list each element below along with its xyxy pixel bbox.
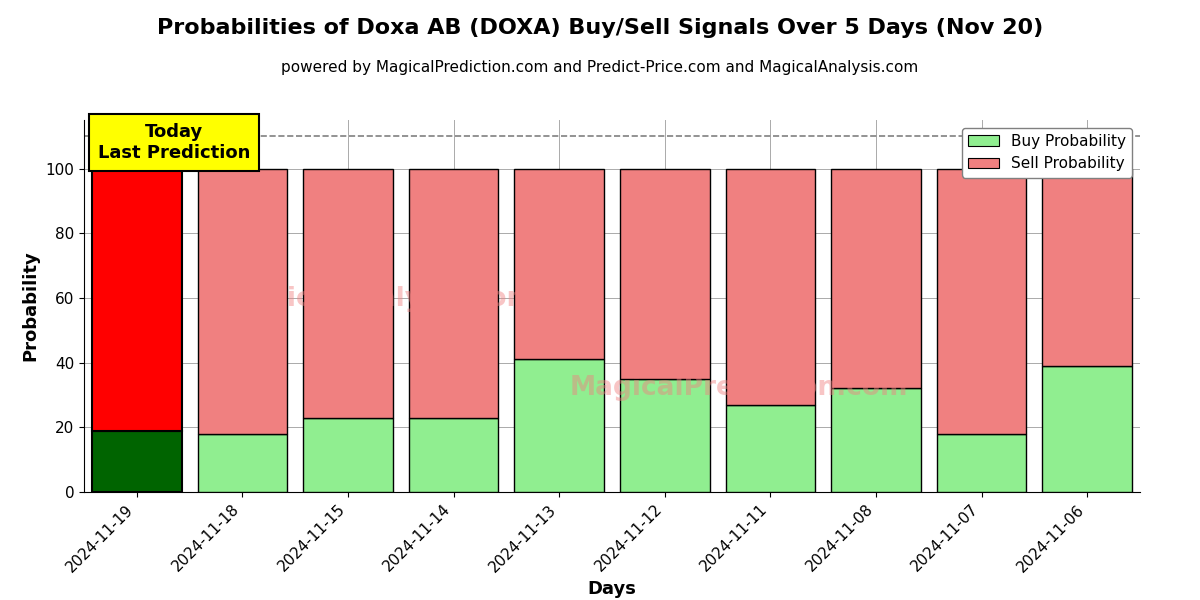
Bar	[726, 404, 815, 492]
Bar	[304, 418, 392, 492]
Bar	[515, 169, 604, 359]
Legend: Buy Probability, Sell Probability: Buy Probability, Sell Probability	[962, 128, 1133, 178]
Bar	[515, 359, 604, 492]
Text: MagicalPrediction.com: MagicalPrediction.com	[570, 375, 908, 401]
Bar	[409, 418, 498, 492]
Text: Probabilities of Doxa AB (DOXA) Buy/Sell Signals Over 5 Days (Nov 20): Probabilities of Doxa AB (DOXA) Buy/Sell…	[157, 18, 1043, 38]
X-axis label: Days: Days	[588, 580, 636, 598]
Bar	[198, 434, 287, 492]
Bar	[198, 169, 287, 434]
Bar	[832, 388, 920, 492]
Text: powered by MagicalPrediction.com and Predict-Price.com and MagicalAnalysis.com: powered by MagicalPrediction.com and Pre…	[281, 60, 919, 75]
Text: Today
Last Prediction: Today Last Prediction	[97, 123, 250, 162]
Bar	[937, 169, 1026, 434]
Bar	[832, 169, 920, 388]
Bar	[937, 434, 1026, 492]
Bar	[620, 379, 709, 492]
Bar	[409, 169, 498, 418]
Y-axis label: Probability: Probability	[22, 251, 40, 361]
Bar	[1043, 169, 1132, 366]
Bar	[304, 169, 392, 418]
Text: MagicalAnalysis.com: MagicalAnalysis.com	[224, 286, 535, 311]
Bar	[1043, 366, 1132, 492]
Bar	[92, 431, 181, 492]
Bar	[92, 169, 181, 431]
Bar	[726, 169, 815, 404]
Bar	[620, 169, 709, 379]
